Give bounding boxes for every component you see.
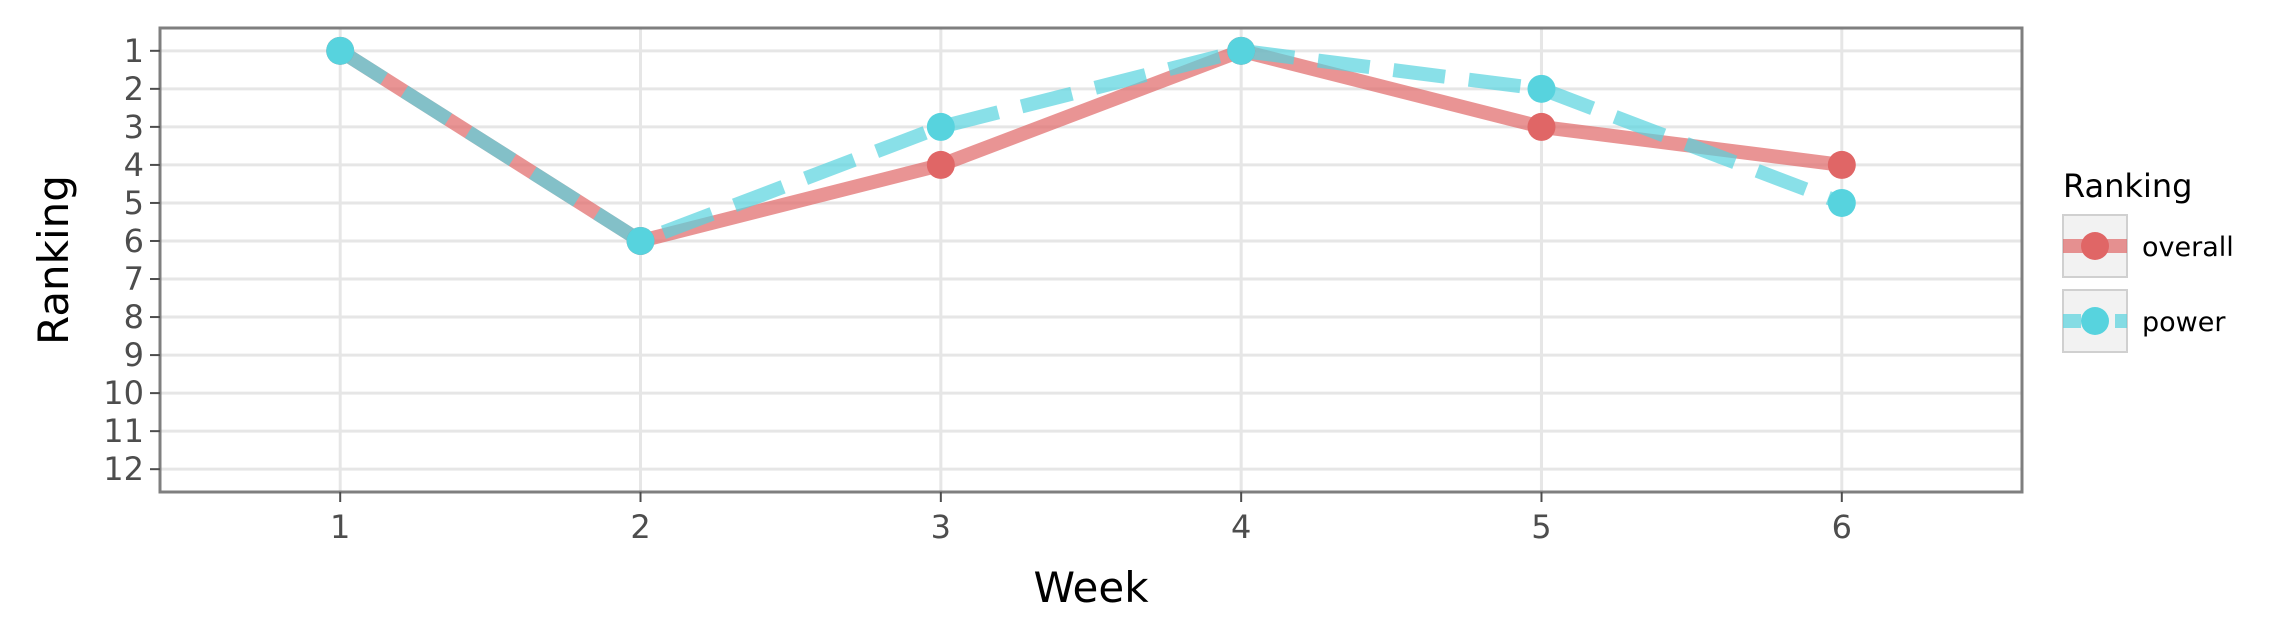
data-point-power — [1827, 188, 1856, 217]
legend-key-point-power — [2081, 307, 2109, 335]
legend-key-point-overall — [2081, 232, 2109, 260]
x-tick-label: 2 — [630, 508, 650, 546]
data-point-power — [626, 226, 655, 255]
y-tick-label: 11 — [103, 412, 144, 450]
y-tick-label: 1 — [124, 32, 144, 70]
y-tick-label: 5 — [124, 184, 144, 222]
y-tick-label: 9 — [124, 336, 144, 374]
y-tick-label: 4 — [124, 146, 144, 184]
x-tick-label: 5 — [1531, 508, 1551, 546]
y-tick-label: 6 — [124, 222, 144, 260]
series-line-overall — [336, 43, 1843, 248]
series-line-power — [336, 43, 1845, 248]
y-tick-label: 7 — [124, 260, 144, 298]
data-point-power — [926, 112, 955, 141]
y-tick-label: 8 — [124, 298, 144, 336]
legend-label-overall: overall — [2142, 232, 2234, 263]
y-tick-label: 3 — [124, 108, 144, 146]
data-point-overall — [1827, 150, 1856, 179]
x-tick-label: 6 — [1832, 508, 1852, 546]
data-point-power — [1527, 74, 1556, 103]
y-tick-label: 10 — [103, 374, 144, 412]
x-tick-label: 1 — [330, 508, 350, 546]
legend-label-power: power — [2142, 307, 2226, 338]
data-point-overall — [1527, 112, 1556, 141]
data-point-power — [1227, 36, 1256, 65]
plot-panel-border — [158, 26, 2024, 494]
data-point-overall — [926, 150, 955, 179]
series-layer — [326, 36, 1856, 255]
x-tick-label: 3 — [931, 508, 951, 546]
data-point-power — [326, 36, 355, 65]
legend: Ranking overall power — [2062, 167, 2234, 353]
x-axis-title: Week — [1033, 563, 1149, 612]
y-tick-label: 12 — [103, 450, 144, 488]
legend-title: Ranking — [2063, 167, 2192, 205]
x-tick-label: 4 — [1231, 508, 1251, 546]
y-axis-title: Ranking — [29, 175, 78, 345]
grid-layer — [160, 28, 2022, 492]
y-tick-label: 2 — [124, 70, 144, 108]
